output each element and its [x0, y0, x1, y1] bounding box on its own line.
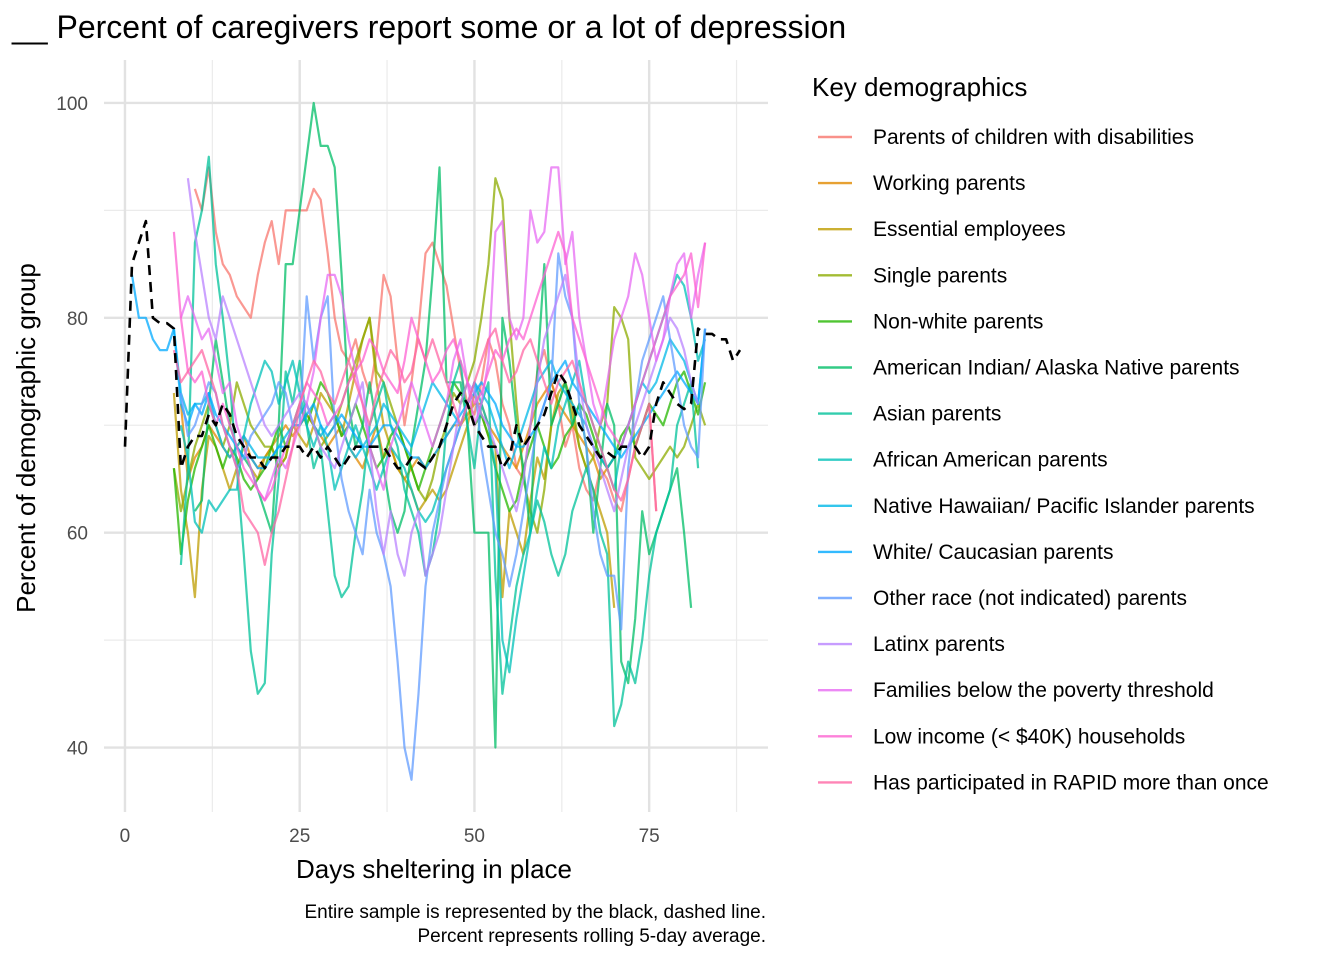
series-line — [179, 166, 707, 502]
legend-label: Parents of children with disabilities — [873, 126, 1194, 149]
series-line — [172, 328, 707, 470]
x-tick-label: 25 — [289, 826, 310, 847]
legend-items: Parents of children with disabilities Wor… — [818, 126, 1269, 794]
series-layer — [123, 101, 742, 781]
series-line — [193, 166, 658, 513]
series-line — [186, 178, 700, 577]
caption-line-1: Entire sample is represented by the blac… — [304, 902, 766, 923]
chart-title: __ Percent of caregivers report some or … — [11, 9, 846, 45]
legend-label: Non-white parents — [873, 310, 1043, 333]
y-tick-label: 60 — [67, 524, 88, 545]
caption-line-2: Percent represents rolling 5-day average… — [417, 926, 766, 947]
series-line — [179, 252, 707, 781]
series-line — [172, 327, 658, 567]
y-tick-label: 80 — [67, 309, 88, 330]
x-tick-label: 75 — [639, 826, 660, 847]
legend-label: Working parents — [873, 172, 1026, 195]
legend-label: Single parents — [873, 264, 1007, 287]
legend-label: White/ Caucasian parents — [873, 541, 1113, 564]
legend-label: American Indian/ Alaska Native parents — [873, 357, 1240, 380]
series-line — [172, 230, 707, 502]
series-line — [179, 273, 707, 674]
x-tick-label: 0 — [120, 826, 131, 847]
legend-label: Latinx parents — [873, 633, 1005, 656]
series-line — [123, 219, 742, 470]
series-line — [193, 101, 693, 749]
axes: 40 60 80 100 0 25 50 75 — [56, 94, 659, 847]
y-axis-label: Percent of demographic group — [11, 263, 41, 613]
legend-label: Native Hawaiian/ Pacific Islander parent… — [873, 495, 1255, 518]
x-axis-label: Days sheltering in place — [296, 854, 572, 884]
legend-title: Key demographics — [812, 72, 1027, 102]
legend: Key demographics Parents of children wit… — [812, 72, 1269, 794]
series-line — [130, 274, 707, 470]
legend-label: Has participated in RAPID more than once — [873, 771, 1269, 794]
y-tick-label: 100 — [56, 94, 88, 115]
legend-label: Families below the poverty threshold — [873, 679, 1214, 702]
legend-label: Low income (< $40K) households — [873, 725, 1185, 748]
legend-label: Other race (not indicated) parents — [873, 587, 1187, 610]
y-tick-label: 40 — [67, 739, 88, 760]
series-line — [179, 155, 700, 728]
x-tick-label: 50 — [464, 826, 485, 847]
legend-label: Asian parents — [873, 403, 1001, 426]
legend-label: African American parents — [873, 449, 1108, 472]
legend-label: Essential employees — [873, 218, 1066, 241]
